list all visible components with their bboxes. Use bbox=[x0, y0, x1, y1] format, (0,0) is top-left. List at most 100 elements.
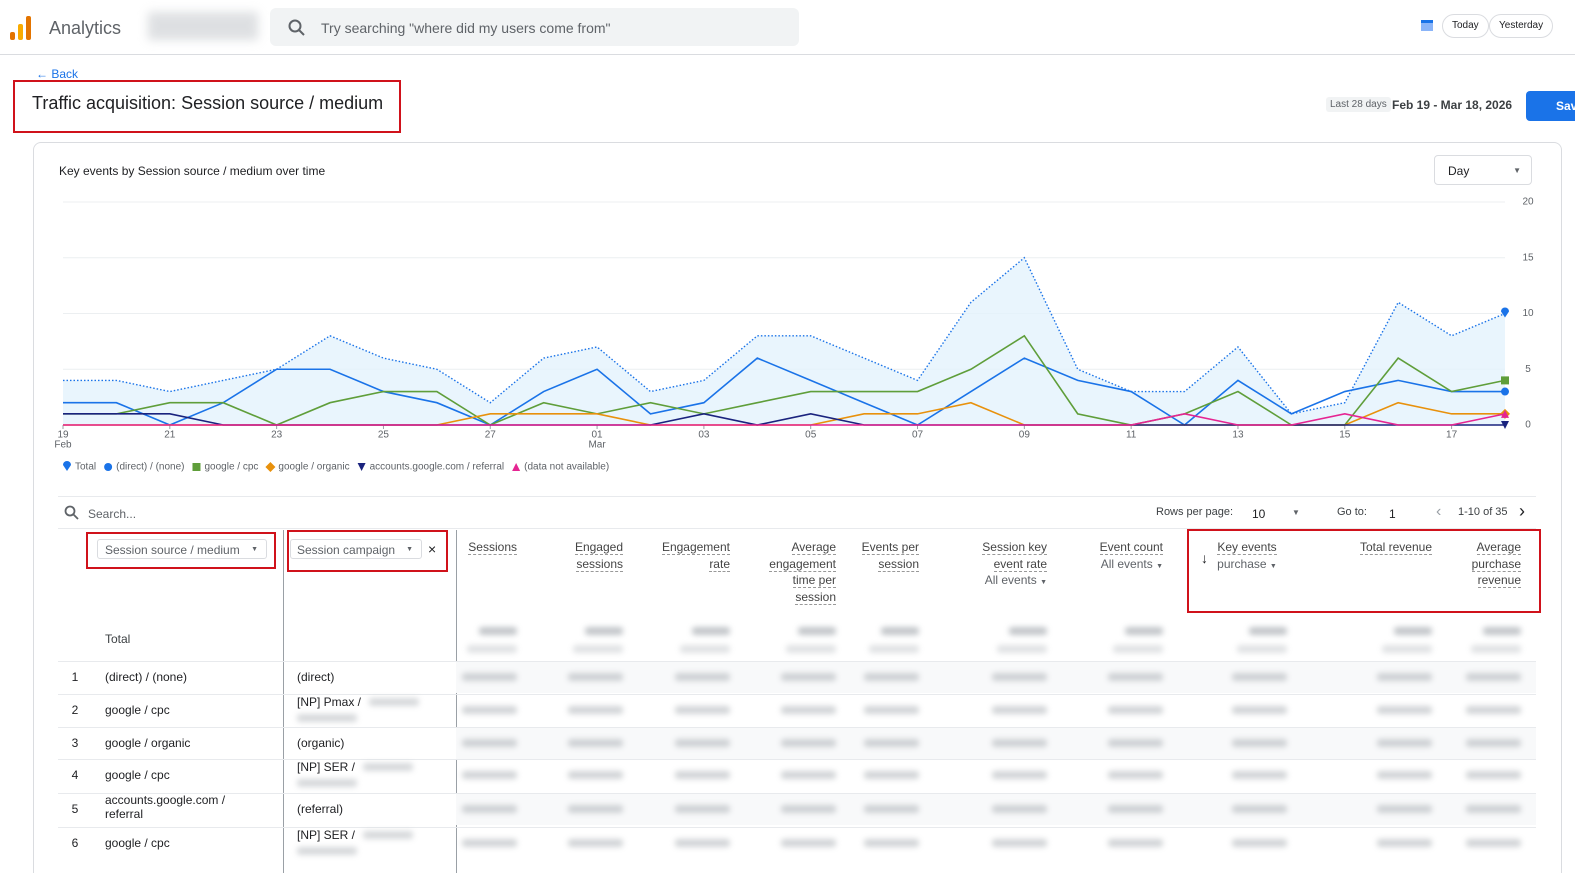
row-border bbox=[58, 661, 1536, 662]
column-header[interactable]: Total revenue bbox=[1342, 539, 1432, 556]
blurred-value bbox=[864, 771, 919, 779]
blurred-value bbox=[680, 645, 730, 653]
blurred-value bbox=[675, 805, 730, 813]
divider bbox=[58, 528, 1536, 529]
rows-per-page-label: Rows per page: bbox=[1156, 506, 1234, 518]
end-marker bbox=[1501, 387, 1509, 396]
blurred-value bbox=[462, 673, 517, 681]
blurred-value bbox=[992, 706, 1047, 714]
blurred-value bbox=[864, 706, 919, 714]
blurred-value bbox=[568, 706, 623, 714]
column-header[interactable]: Key events purchase ▼ bbox=[1207, 539, 1287, 575]
save-button[interactable]: Save bbox=[1526, 91, 1575, 121]
column-header[interactable]: Engaged sessions bbox=[553, 539, 623, 572]
row-rank: 3 bbox=[71, 736, 79, 750]
x-tick-label: 19 bbox=[57, 430, 69, 441]
row-source: google / organic bbox=[105, 736, 191, 750]
column-sublabel[interactable]: All events ▼ bbox=[984, 573, 1047, 587]
blurred-value bbox=[997, 645, 1047, 653]
date-button[interactable]: Yesterday bbox=[1489, 14, 1554, 38]
row-campaign: (referral) bbox=[297, 802, 344, 816]
x-tick-label: 23 bbox=[271, 430, 283, 441]
legend-label: Total bbox=[75, 462, 96, 473]
dimension-label: Session campaign bbox=[297, 543, 396, 557]
blurred-value bbox=[462, 739, 517, 747]
x-tick-label: 13 bbox=[1232, 430, 1244, 441]
blurred-value bbox=[869, 645, 919, 653]
column-header[interactable]: Session key event rate All events ▼ bbox=[957, 539, 1047, 592]
legend-label: google / cpc bbox=[204, 462, 258, 473]
column-label: Engaged sessions bbox=[574, 540, 623, 572]
series-line bbox=[63, 357, 1505, 426]
blurred-value bbox=[1466, 771, 1521, 779]
top-bar bbox=[0, 0, 1575, 55]
y-tick-label: 15 bbox=[1522, 252, 1534, 263]
column-header[interactable]: Sessions bbox=[457, 539, 517, 556]
blurred-value bbox=[585, 627, 623, 635]
blurred-value bbox=[1232, 771, 1287, 779]
rows-per-page[interactable]: 10 bbox=[1252, 507, 1266, 521]
back-link[interactable]: ← Back bbox=[36, 67, 79, 81]
blurred-value bbox=[568, 739, 623, 747]
row-source: google / cpc bbox=[105, 836, 170, 850]
dropdown-arrow: ▼ bbox=[1292, 508, 1300, 517]
column-header[interactable]: Events per session bbox=[859, 539, 919, 572]
column-sublabel[interactable]: All events ▼ bbox=[1100, 556, 1163, 571]
blurred-value bbox=[675, 706, 730, 714]
blurred-value bbox=[781, 706, 836, 714]
granularity-select[interactable]: Day ▼ bbox=[1434, 155, 1532, 185]
row-band bbox=[456, 727, 1536, 759]
column-header[interactable]: Average engagement time per session bbox=[756, 539, 836, 605]
column-header[interactable]: Event count All events ▼ bbox=[1083, 539, 1163, 575]
blurred-value bbox=[479, 627, 517, 635]
remove-dimension[interactable]: × bbox=[428, 541, 437, 557]
account-blurred bbox=[148, 12, 258, 40]
goto[interactable]: 1 bbox=[1389, 507, 1396, 521]
blurred-value bbox=[1483, 627, 1521, 635]
blurred-value bbox=[1466, 706, 1521, 714]
x-tick-label: 17 bbox=[1446, 430, 1458, 441]
x-tick-label: 09 bbox=[1019, 430, 1031, 441]
row-band bbox=[456, 793, 1536, 825]
column-label: Total revenue bbox=[1359, 540, 1432, 555]
goto-label: Go to: bbox=[1337, 506, 1367, 518]
chart-title: Key events by Session source / medium ov… bbox=[59, 164, 326, 178]
date-button[interactable]: Today bbox=[1442, 14, 1489, 38]
legend-symbol bbox=[265, 462, 276, 472]
table-search[interactable]: Search... bbox=[88, 507, 137, 521]
blurred-value bbox=[462, 771, 517, 779]
end-marker bbox=[1501, 409, 1509, 418]
blurred-value bbox=[1113, 645, 1163, 653]
row-campaign: (direct) bbox=[297, 670, 335, 684]
column-header[interactable]: Average purchase revenue bbox=[1451, 539, 1521, 589]
blurred-value bbox=[1377, 739, 1432, 747]
blurred-value bbox=[462, 706, 517, 714]
column-divider bbox=[283, 530, 284, 873]
blurred-value bbox=[881, 627, 919, 635]
column-header[interactable]: Engagement rate bbox=[650, 539, 730, 572]
blurred-value bbox=[1249, 627, 1287, 635]
series-area bbox=[63, 257, 1505, 425]
row-border bbox=[58, 694, 1536, 695]
blurred-value bbox=[1382, 645, 1432, 653]
x-tick-label: 15 bbox=[1339, 430, 1351, 441]
blurred-value bbox=[1125, 627, 1163, 635]
total-label: Total bbox=[105, 632, 131, 646]
series-line bbox=[63, 334, 1506, 426]
row-rank: 5 bbox=[71, 802, 79, 816]
column-sublabel[interactable]: purchase ▼ bbox=[1217, 556, 1277, 571]
blurred-value bbox=[781, 771, 836, 779]
next-page[interactable]: › bbox=[1519, 501, 1525, 521]
end-marker bbox=[1501, 307, 1509, 318]
dimension-label: Session source / medium bbox=[105, 543, 240, 557]
blurred-value bbox=[1377, 673, 1432, 681]
highlight bbox=[1187, 529, 1541, 613]
dimension-select[interactable]: Session source / medium ▼ bbox=[97, 539, 267, 559]
search-box[interactable]: Try searching "where did my users come f… bbox=[270, 8, 799, 46]
blurred-value bbox=[1009, 627, 1047, 635]
dimension-select[interactable]: Session campaign ▼ bbox=[290, 539, 422, 559]
blurred-value bbox=[1466, 673, 1521, 681]
prev-page[interactable]: ‹ bbox=[1436, 503, 1442, 520]
blurred-value bbox=[864, 673, 919, 681]
sort-arrow[interactable]: ↓ bbox=[1201, 550, 1208, 566]
